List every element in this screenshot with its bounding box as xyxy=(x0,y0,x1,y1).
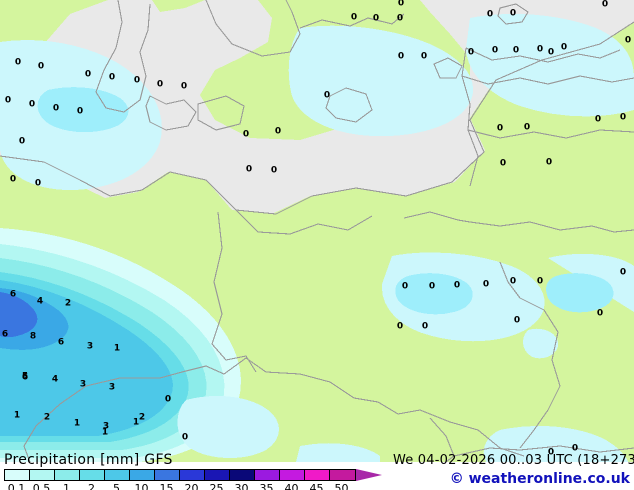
legend-tick-50: 50 xyxy=(334,482,349,490)
precip-band-15 xyxy=(0,292,38,338)
legend-tick-25: 25 xyxy=(209,482,224,490)
legend-swatch-30 xyxy=(230,470,255,480)
legend-tick-45: 45 xyxy=(309,482,324,490)
legend-swatch-0.1 xyxy=(5,470,30,480)
legend-tick-40: 40 xyxy=(284,482,299,490)
legend-swatch-45 xyxy=(305,470,330,480)
precip-patch-cores xyxy=(37,87,614,315)
legend-tick-2: 2 xyxy=(88,482,95,490)
legend-swatch-20 xyxy=(180,470,205,480)
legend-swatch-1 xyxy=(55,470,80,480)
legend-swatch-40 xyxy=(280,470,305,480)
legend-swatch-5 xyxy=(105,470,130,480)
legend-swatch-0.5 xyxy=(30,470,55,480)
forecast-timestamp: We 04-02-2026 00..03 UTC (18+273 xyxy=(392,453,634,468)
legend-tick-0.1: 0.1 xyxy=(7,482,26,490)
legend-tick-10: 10 xyxy=(134,482,149,490)
legend-tick-5: 5 xyxy=(113,482,120,490)
legend-tick-labels: 0.1 0.5 1 2 5 10 15 20 25 30 35 40 45 50 xyxy=(0,482,360,490)
legend-swatch-15 xyxy=(155,470,180,480)
copyright-credit: © weatheronline.co.uk xyxy=(449,471,630,487)
map-graphic xyxy=(0,0,634,462)
legend-tick-1: 1 xyxy=(63,482,70,490)
map-footer: Precipitation [mm] GFS 0.1 0.5 1 2 5 10 15 20 25… xyxy=(0,452,634,490)
legend-tick-35: 35 xyxy=(259,482,274,490)
legend-swatch-50 xyxy=(330,470,355,480)
legend-tick-15: 15 xyxy=(159,482,174,490)
country-borders xyxy=(0,0,634,462)
legend-swatch-2 xyxy=(80,470,105,480)
legend-swatch-25 xyxy=(205,470,230,480)
legend-title: Precipitation [mm] GFS xyxy=(4,452,173,468)
legend-tick-30: 30 xyxy=(234,482,249,490)
legend-tick-0.5: 0.5 xyxy=(32,482,51,490)
legend-overflow-arrow xyxy=(356,469,382,481)
legend-swatches xyxy=(4,469,356,481)
legend-swatch-10 xyxy=(130,470,155,480)
legend-tick-20: 20 xyxy=(184,482,199,490)
legend-swatch-35 xyxy=(255,470,280,480)
